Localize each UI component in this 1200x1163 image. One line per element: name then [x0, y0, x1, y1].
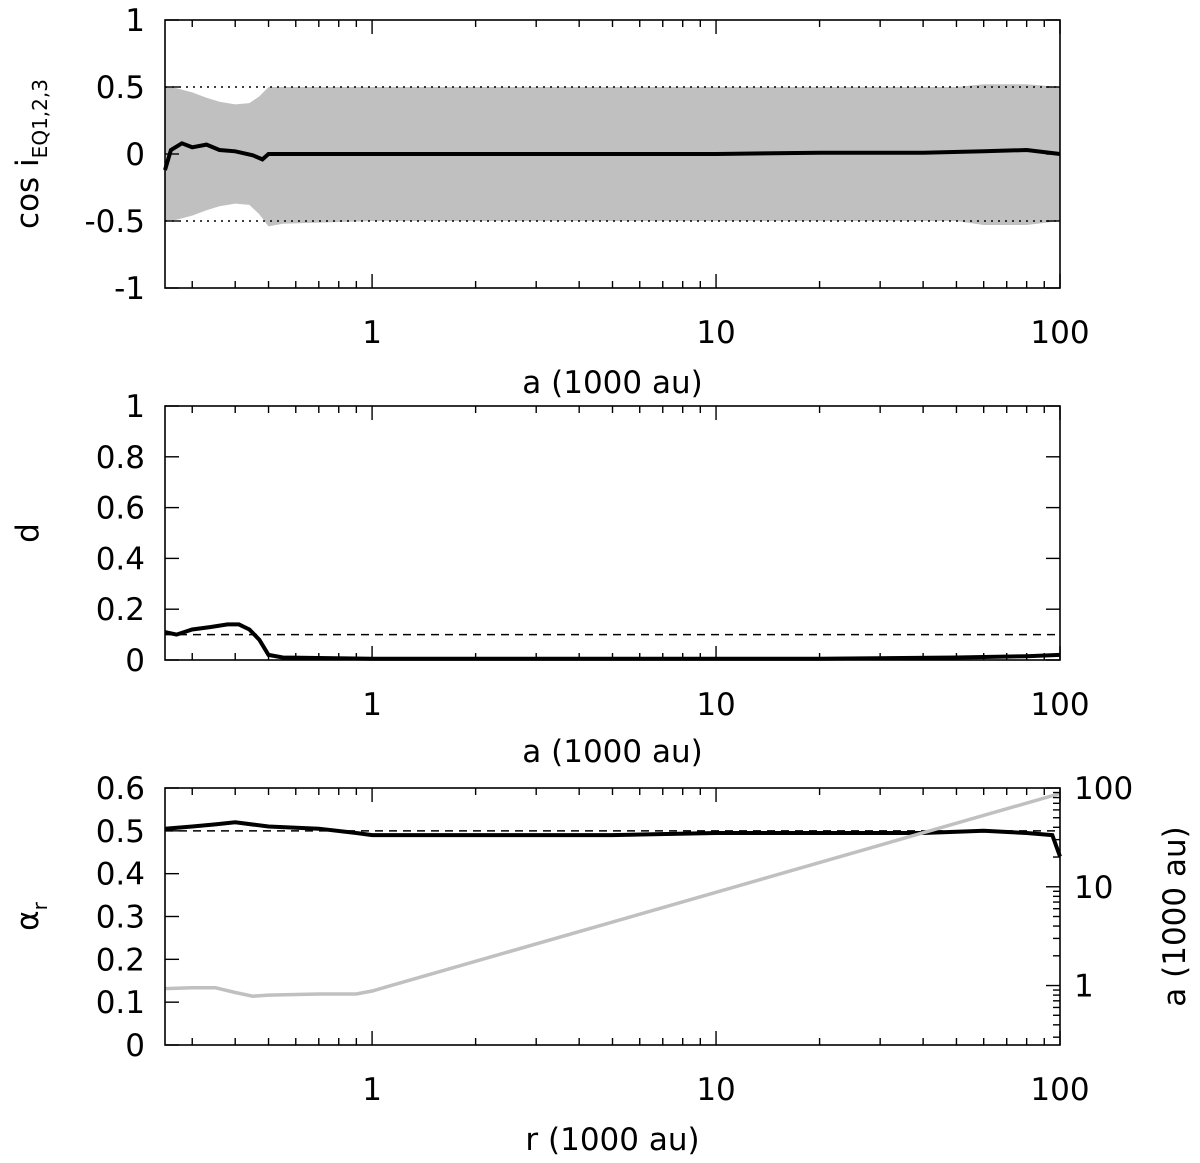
x-tick-label: 1: [362, 687, 382, 723]
y-axis-label-main: d: [10, 523, 46, 543]
plot-frame: [164, 405, 1061, 661]
x-tick-label: 1: [362, 1072, 382, 1108]
y2-axis-label: a (1000 au): [1157, 826, 1193, 1006]
cos-inclination-panel: 1 10 100 1 0.5 0 -0.5 -1 a (1000 au) cos iEQ1,2,…: [10, 3, 1090, 401]
y-tick-label: 0.4: [96, 857, 145, 893]
y-tick-label: 0: [125, 643, 145, 679]
y-tick-label: 1: [125, 389, 145, 425]
y-tick-label: 0.5: [96, 70, 145, 106]
y-tick-label: 0.8: [96, 440, 145, 476]
series-line-1: [164, 791, 1061, 998]
x-tick-label: 10: [696, 315, 735, 351]
y-axis-label-subscript: r: [28, 901, 52, 910]
x-tick-label: 100: [1030, 1072, 1089, 1108]
y-axis-label: d: [10, 523, 46, 543]
x-tick-label: 10: [696, 687, 735, 723]
y-tick-label: 0.5: [96, 814, 145, 850]
x-axis-label: a (1000 au): [522, 365, 702, 401]
series-line-0: [164, 820, 1062, 858]
y-tick-label: 0: [125, 137, 145, 173]
y-tick-label: 0.2: [96, 942, 145, 978]
series-line-0: [164, 622, 1061, 661]
y-tick-label: 0.2: [96, 592, 145, 628]
y-tick-label: 0.4: [96, 541, 145, 577]
y2-tick-label: 1: [1074, 969, 1094, 1005]
y-tick-label: 0.6: [96, 491, 145, 527]
x-axis-label: r (1000 au): [525, 1122, 699, 1158]
y-tick-label: 1: [125, 3, 145, 39]
y-axis-label-main: α: [10, 910, 46, 930]
y-tick-label: 0: [125, 1028, 145, 1064]
x-axis-label: a (1000 au): [522, 734, 702, 770]
x-tick-label: 10: [696, 1072, 735, 1108]
y-tick-label: -0.5: [85, 204, 146, 240]
y-axis-label-subscript: EQ1,2,3: [28, 79, 52, 158]
x-tick-label: 1: [362, 315, 382, 351]
y-axis-label: cos iEQ1,2,3: [10, 79, 52, 229]
d-parameter-panel: 1 10 100 1 0.8 0.6 0.4 0.2 0 a (1000 au) d: [10, 389, 1090, 770]
y2-tick-label: 10: [1074, 870, 1113, 906]
y2-tick-label: 100: [1074, 771, 1133, 807]
alpha-r-panel: 1 10 100 0.6 0.5 0.4 0.3 0.2 0.1 0 100 10 1 r (1000 …: [10, 771, 1193, 1158]
y-axis-label-main: cos i: [10, 158, 46, 229]
y-axis-label: αr: [10, 901, 52, 930]
x-tick-label: 100: [1030, 687, 1089, 723]
y-tick-label: 0.3: [96, 900, 145, 936]
series-line-0: [163, 141, 1061, 171]
y-tick-label: 0.1: [96, 985, 145, 1021]
y-tick-label: -1: [114, 271, 145, 307]
y-tick-label: 0.6: [96, 771, 145, 807]
x-tick-label: 100: [1030, 315, 1089, 351]
